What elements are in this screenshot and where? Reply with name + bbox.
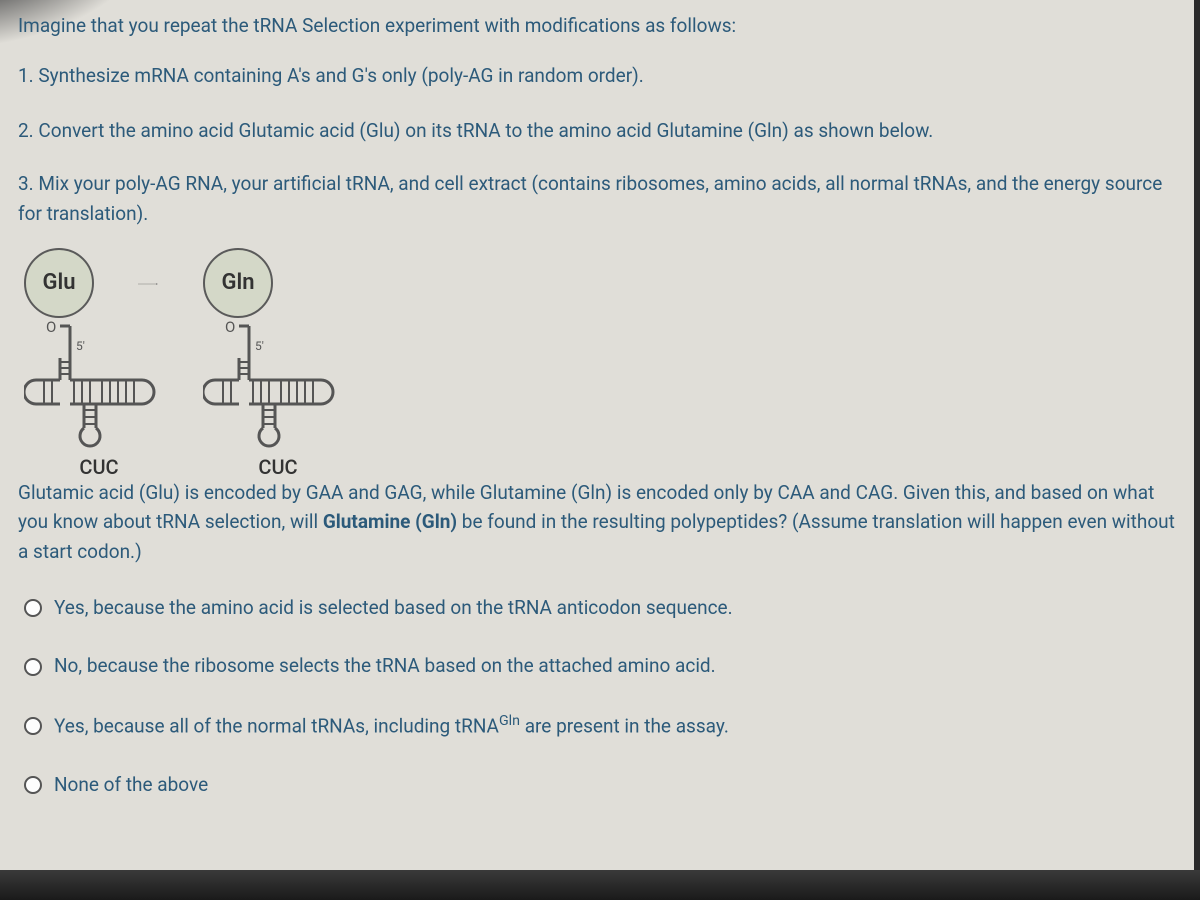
trna-gln: Gln O 5' bbox=[203, 248, 353, 479]
anticodon-label-right: CUC bbox=[203, 455, 353, 479]
option-c-prefix: Yes, because all of the normal tRNAs, in… bbox=[54, 714, 499, 737]
trna-structure-icon: O 5' bbox=[24, 318, 174, 453]
option-a[interactable]: Yes, because the amino acid is selected … bbox=[18, 594, 1182, 623]
radio-icon[interactable] bbox=[24, 658, 42, 676]
o-label: O bbox=[225, 318, 235, 336]
trna-glu: Glu O 5' bbox=[24, 248, 174, 479]
trna-diagram: Glu O 5' bbox=[18, 248, 1182, 468]
radio-icon[interactable] bbox=[24, 776, 42, 794]
monitor-bezel-bottom bbox=[0, 870, 1200, 900]
amino-acid-label-gln: Gln bbox=[203, 248, 273, 318]
question-content: Imagine that you repeat the tRNA Selecti… bbox=[0, 0, 1200, 847]
option-d-label: None of the above bbox=[54, 771, 208, 800]
option-a-label: Yes, because the amino acid is selected … bbox=[54, 594, 733, 623]
trna-structure-icon: O 5' bbox=[203, 318, 353, 453]
option-c-sup: Gln bbox=[499, 713, 520, 729]
option-d[interactable]: None of the above bbox=[18, 771, 1182, 800]
five-prime-label: 5' bbox=[76, 339, 85, 353]
amino-acid-label-glu: Glu bbox=[24, 248, 94, 318]
option-c-label: Yes, because all of the normal tRNAs, in… bbox=[54, 711, 729, 741]
step-3: 3. Mix your poly-AG RNA, your artificial… bbox=[18, 169, 1182, 230]
monitor-bezel-right bbox=[1194, 0, 1200, 870]
anticodon-label-left: CUC bbox=[24, 455, 174, 479]
option-b-label: No, because the ribosome selects the tRN… bbox=[54, 652, 716, 681]
question-prompt: Glutamic acid (Glu) is encoded by GAA an… bbox=[18, 478, 1182, 566]
step-1: 1. Synthesize mRNA containing A's and G'… bbox=[18, 60, 1182, 92]
radio-icon[interactable] bbox=[24, 717, 42, 735]
radio-icon[interactable] bbox=[24, 599, 42, 617]
five-prime-label: 5' bbox=[255, 339, 264, 353]
option-b[interactable]: No, because the ribosome selects the tRN… bbox=[18, 652, 1182, 681]
intro-text: Imagine that you repeat the tRNA Selecti… bbox=[18, 10, 1182, 42]
o-label: O bbox=[46, 318, 56, 336]
option-c-suffix: are present in the assay. bbox=[520, 714, 729, 737]
option-c[interactable]: Yes, because all of the normal tRNAs, in… bbox=[18, 711, 1182, 741]
step-2: 2. Convert the amino acid Glutamic acid … bbox=[18, 115, 1182, 147]
question-bold: Glutamine (Gln) bbox=[323, 510, 457, 533]
